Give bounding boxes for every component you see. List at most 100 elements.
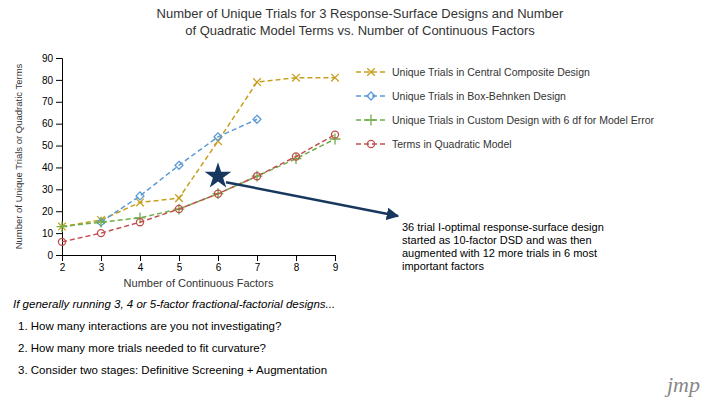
y-tick-label: 10 xyxy=(42,228,54,239)
plot-area xyxy=(57,74,341,246)
series-line xyxy=(62,78,335,227)
x-tick: 4 xyxy=(138,255,144,273)
x-tick-mark xyxy=(140,255,141,261)
legend-symbol xyxy=(367,140,374,147)
chart-svg: Number of Unique Trials for 3 Response-S… xyxy=(0,0,720,405)
x-tick-mark xyxy=(101,255,102,261)
annotation-line: 36 trial I-optimal response-surface desi… xyxy=(402,221,604,233)
point xyxy=(214,190,221,197)
x-tick-label: 9 xyxy=(333,262,339,273)
footnote: 3. Consider two stages: Definitive Scree… xyxy=(18,364,327,376)
y-tick-label: 30 xyxy=(42,184,54,195)
x-tick-label: 7 xyxy=(255,262,261,273)
y-tick: 70 xyxy=(42,96,62,107)
point xyxy=(57,221,68,232)
y-tick-label: 40 xyxy=(42,162,54,173)
x-tick-label: 6 xyxy=(216,262,222,273)
x-tick-mark xyxy=(179,255,180,261)
y-tick-mark xyxy=(56,102,62,103)
title-line: of Quadratic Model Terms vs. Number of C… xyxy=(185,23,535,38)
title: Number of Unique Trials for 3 Response-S… xyxy=(157,6,564,38)
x-tick: 6 xyxy=(216,255,222,273)
series xyxy=(57,134,341,232)
legend-item: Unique Trials in Box-Behnken Design xyxy=(356,90,566,102)
series-line xyxy=(101,119,257,222)
point xyxy=(292,74,300,82)
y-tick-mark xyxy=(56,233,62,234)
y-tick: 80 xyxy=(42,75,62,86)
y-tick-mark xyxy=(56,167,62,168)
point xyxy=(214,133,222,141)
y-tick-label: 0 xyxy=(47,250,53,261)
x-tick-label: 4 xyxy=(138,262,144,273)
point xyxy=(253,115,261,123)
legend-line xyxy=(356,95,386,97)
point xyxy=(96,217,107,228)
y-tick-label: 60 xyxy=(42,118,54,129)
x-tick: 3 xyxy=(99,255,105,273)
series xyxy=(58,131,338,245)
x-axis: 2 3 4 5 6 7 8 9 xyxy=(60,255,339,273)
y-axis-title: Number of Unique Trials or Quadratic Ter… xyxy=(13,63,24,249)
legend-item: Terms in Quadratic Model xyxy=(356,138,512,150)
y-tick: 50 xyxy=(42,140,62,151)
legend-label: Unique Trials in Box-Behnken Design xyxy=(392,90,566,102)
y-tick: 60 xyxy=(42,118,62,129)
y-tick-mark xyxy=(56,255,62,256)
point xyxy=(136,219,143,226)
series-line xyxy=(62,135,335,242)
point xyxy=(175,161,183,169)
credit: jmp xyxy=(664,372,700,397)
y-tick-mark xyxy=(56,189,62,190)
point xyxy=(253,78,261,86)
point xyxy=(292,153,299,160)
legend-label: Unique Trials in Custom Design with 6 df… xyxy=(392,114,655,126)
x-tick: 2 xyxy=(60,255,66,273)
x-axis-title: Number of Continuous Factors xyxy=(124,277,274,289)
x-tick-mark xyxy=(218,255,219,261)
x-tick: 7 xyxy=(255,255,261,273)
annotation-arrow xyxy=(226,182,398,216)
x-axis-line xyxy=(63,256,336,262)
x-tick: 9 xyxy=(333,255,339,273)
annotation-text: 36 trial I-optimal response-surface desi… xyxy=(402,221,604,272)
y-tick: 90 xyxy=(42,53,62,64)
y-tick: 40 xyxy=(42,162,62,173)
legend-item: Unique Trials in Custom Design with 6 df… xyxy=(356,114,655,126)
legend-item: Unique Trials in Central Composite Desig… xyxy=(356,66,590,78)
y-tick: 0 xyxy=(47,250,62,261)
point xyxy=(291,153,302,164)
point xyxy=(253,173,260,180)
point xyxy=(331,131,338,138)
x-tick: 8 xyxy=(294,255,300,273)
legend-symbol xyxy=(366,115,377,126)
y-tick-mark xyxy=(56,58,62,59)
point xyxy=(175,205,182,212)
legend-label: Terms in Quadratic Model xyxy=(392,138,512,150)
x-tick-label: 8 xyxy=(294,262,300,273)
legend-symbol xyxy=(367,92,375,100)
x-tick-mark xyxy=(296,255,297,261)
y-tick-label: 80 xyxy=(42,75,54,86)
y-tick: 20 xyxy=(42,206,62,217)
point xyxy=(331,74,339,82)
footnote: If generally running 3, 4 or 5-factor fr… xyxy=(13,298,335,310)
legend-symbol xyxy=(367,68,375,76)
x-tick-mark xyxy=(335,255,336,261)
y-tick: 30 xyxy=(42,184,62,195)
annotation-line: started as 10-factor DSD and was then xyxy=(402,234,592,246)
annotation-line: important factors xyxy=(402,260,484,272)
point xyxy=(58,238,65,245)
series-line xyxy=(62,139,335,227)
y-tick-mark xyxy=(56,80,62,81)
y-tick-label: 50 xyxy=(42,140,54,151)
y-tick-mark xyxy=(56,124,62,125)
title-line: Number of Unique Trials for 3 Response-S… xyxy=(157,6,564,21)
y-tick-label: 20 xyxy=(42,206,54,217)
footnote: 1. How many interactions are you not inv… xyxy=(18,320,281,332)
x-tick: 5 xyxy=(177,255,183,273)
series xyxy=(58,74,339,231)
x-tick-label: 5 xyxy=(177,262,183,273)
point xyxy=(97,230,104,237)
y-tick-label: 90 xyxy=(42,53,54,64)
